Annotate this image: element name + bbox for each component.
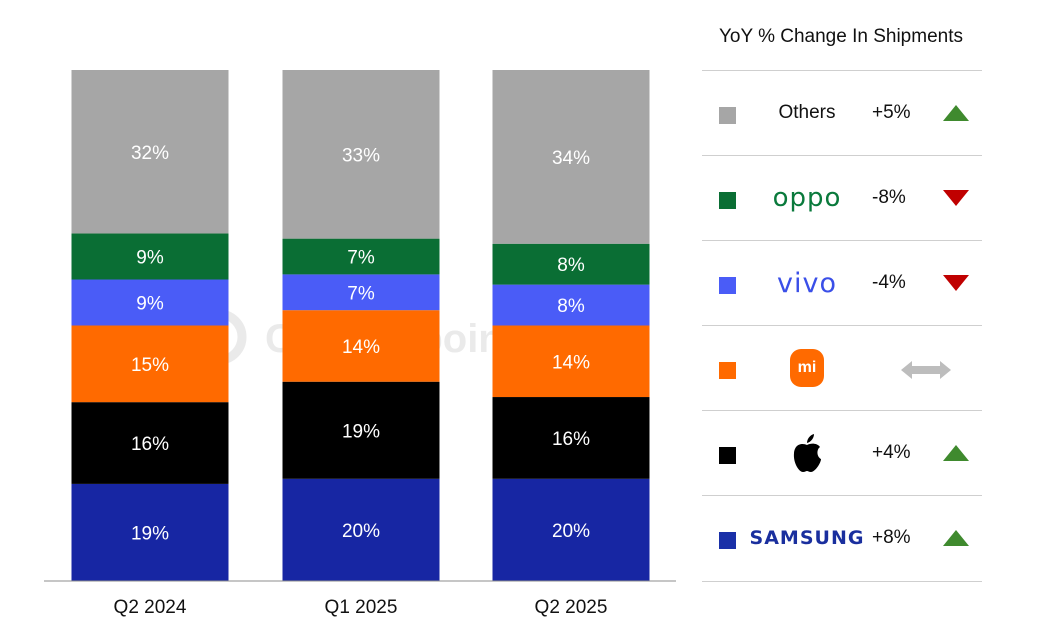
x-tick-label: Q1 2025 xyxy=(325,597,398,618)
data-label: 19% xyxy=(131,523,169,544)
yoy-change: -8% xyxy=(872,187,906,208)
bar-segment-xiaomi-3 xyxy=(492,325,650,398)
data-label: 33% xyxy=(342,145,380,166)
x-tick-label: Q2 2025 xyxy=(535,597,608,618)
yoy-change: +8% xyxy=(872,527,911,548)
samsung-logo: SAMSUNG xyxy=(747,516,867,560)
data-label: 34% xyxy=(552,148,590,169)
data-label: 16% xyxy=(131,434,169,455)
data-label: 19% xyxy=(342,421,380,442)
data-label: 9% xyxy=(136,248,164,269)
bar-segment-vivo-1 xyxy=(71,279,229,326)
up-arrow-icon xyxy=(943,445,969,461)
legend-row-vivo: vivo -4% xyxy=(702,240,982,326)
data-label: 7% xyxy=(347,248,375,269)
legend-row-oppo: oppo -8% xyxy=(702,155,982,241)
data-label: 7% xyxy=(347,283,375,304)
bar-segment-xiaomi-1 xyxy=(71,325,229,403)
data-label: 20% xyxy=(342,521,380,542)
brand-label: oppo xyxy=(772,183,842,213)
brand-label: vivo xyxy=(777,267,837,299)
bar-segment-vivo-2 xyxy=(282,274,440,311)
xiaomi-logo: mi xyxy=(757,346,857,390)
no-change-arrow-icon xyxy=(901,361,951,379)
legend-swatch xyxy=(719,192,736,209)
legend-swatch xyxy=(719,532,736,549)
data-label: 14% xyxy=(342,337,380,358)
bar-segment-oppo-3 xyxy=(492,243,650,285)
x-tick-label: Q2 2024 xyxy=(114,597,187,618)
data-label: 15% xyxy=(131,355,169,376)
bar-segment-samsung-3 xyxy=(492,478,650,581)
bar-segment-others-2 xyxy=(282,70,440,239)
yoy-change: +5% xyxy=(872,102,911,123)
legend-swatch xyxy=(719,277,736,294)
brand-label: Others xyxy=(778,102,836,123)
brand-label: SAMSUNG xyxy=(749,527,865,549)
brand-others: Others xyxy=(757,91,857,135)
legend-row-samsung: SAMSUNG +8% xyxy=(702,495,982,582)
bar-segment-samsung-1 xyxy=(71,483,229,581)
legend-title: YoY % Change In Shipments xyxy=(718,26,963,47)
bar-segment-oppo-1 xyxy=(71,233,229,280)
brand-label: mi xyxy=(797,359,817,376)
stacked-bar-chart: Counterpoint 19%16%15%9%9%32%20%19%14%7%… xyxy=(44,70,676,618)
legend-swatch xyxy=(719,107,736,124)
bar-segment-apple-1 xyxy=(71,402,229,484)
down-arrow-icon xyxy=(943,190,969,206)
up-arrow-icon xyxy=(943,530,969,546)
legend-row-others: Others +5% xyxy=(702,70,982,156)
legend-swatch xyxy=(719,362,736,379)
yoy-change: +4% xyxy=(872,442,911,463)
data-label: 16% xyxy=(552,429,590,450)
data-label: 32% xyxy=(131,143,169,164)
vivo-logo: vivo xyxy=(757,261,857,305)
apple-icon xyxy=(793,434,821,472)
bar-segment-apple-3 xyxy=(492,397,650,479)
data-label: 20% xyxy=(552,521,590,542)
bar-segment-samsung-2 xyxy=(282,478,440,581)
up-arrow-icon xyxy=(943,105,969,121)
legend-row-xiaomi: mi xyxy=(702,325,982,411)
down-arrow-icon xyxy=(943,275,969,291)
bar-segment-xiaomi-2 xyxy=(282,310,440,382)
bar-segment-others-3 xyxy=(492,70,650,244)
yoy-change: -4% xyxy=(872,272,906,293)
bar-segment-oppo-2 xyxy=(282,238,440,275)
bar-segment-vivo-3 xyxy=(492,284,650,326)
oppo-logo: oppo xyxy=(757,176,857,220)
bar-segment-apple-2 xyxy=(282,381,440,479)
data-label: 9% xyxy=(136,294,164,315)
apple-logo: apple xyxy=(757,431,857,475)
xiaomi-badge-icon: mi xyxy=(790,349,824,387)
data-label: 8% xyxy=(557,296,585,317)
legend-swatch xyxy=(719,447,736,464)
bar-segment-others-1 xyxy=(71,70,229,234)
legend-row-apple: apple +4% xyxy=(702,410,982,496)
data-label: 8% xyxy=(557,255,585,276)
data-label: 14% xyxy=(552,352,590,373)
